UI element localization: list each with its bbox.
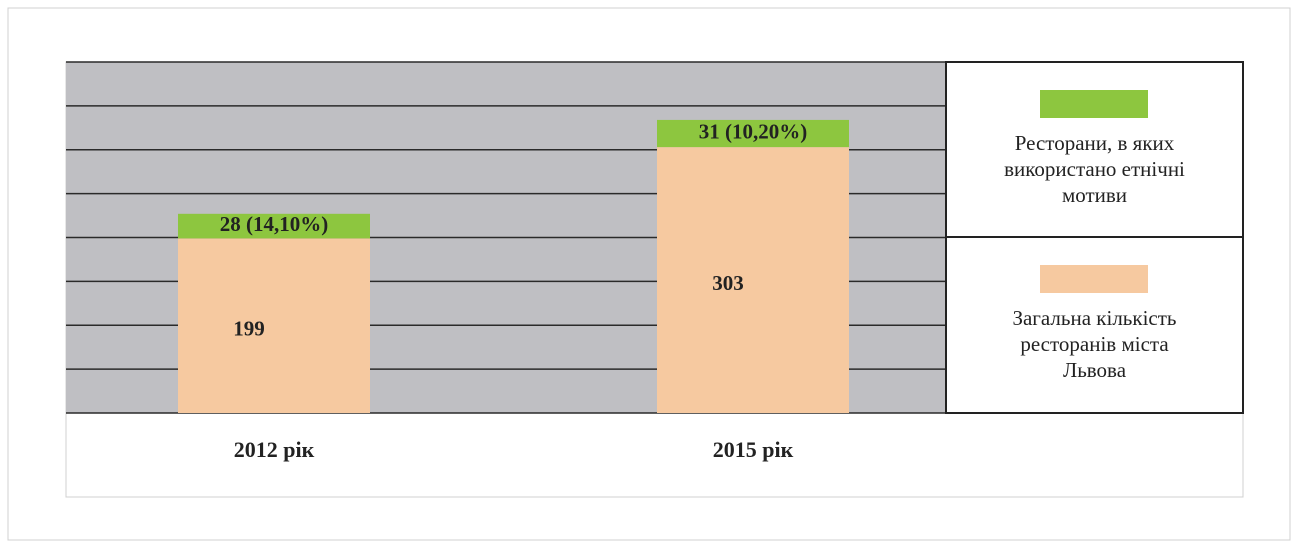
bar-segment — [657, 147, 849, 413]
bar-segment — [178, 213, 370, 239]
legend-swatch — [1040, 265, 1148, 293]
legend-swatch — [1040, 90, 1148, 118]
outer-frame — [7, 7, 1291, 541]
data-label: 199 — [233, 317, 265, 341]
legend-label: Загальна кількість ресторанів міста Льво… — [1012, 306, 1177, 382]
data-label: 28 (14,10%) — [220, 212, 329, 236]
data-label: 31 (10,20%) — [699, 119, 808, 143]
legend-label: Ресторани, в яких використано етнічні мо… — [1004, 131, 1185, 207]
data-label: 303 — [712, 271, 744, 295]
bars: 199 28 (14,10%) 303 31 (10,20%) — [178, 119, 849, 413]
bar-segment — [178, 238, 370, 413]
x-tick-label: 2015 рік — [713, 437, 794, 462]
x-tick-label: 2012 рік — [234, 437, 315, 462]
bar-segment — [657, 119, 849, 148]
